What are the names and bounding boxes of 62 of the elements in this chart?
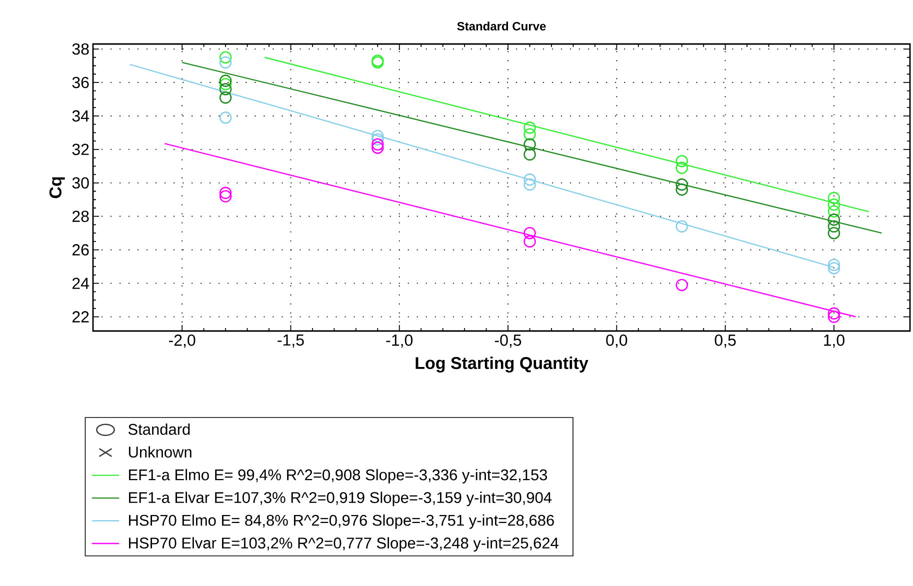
y-tick-label: 24 <box>72 278 89 289</box>
point <box>219 186 232 200</box>
point <box>524 235 536 248</box>
legend-label: EF1-a Elvar E=107,3% R^2=0,919 Slope=-3,159 y-int=30,904 <box>129 492 552 506</box>
y-tick-label: 30 <box>72 177 89 189</box>
point <box>676 162 688 174</box>
point <box>676 183 688 196</box>
x-tick-label: 0,0 <box>606 334 628 348</box>
point <box>372 142 384 154</box>
point <box>676 178 688 191</box>
point <box>676 220 688 233</box>
x-axis-title: Log Starting Quantity <box>416 356 588 373</box>
point <box>828 258 840 272</box>
x-tick-label: 0,5 <box>714 334 736 348</box>
y-tick-label: 26 <box>72 244 89 256</box>
point <box>828 198 840 211</box>
point <box>676 278 688 292</box>
point <box>372 138 384 151</box>
y-tick-label: 38 <box>72 43 89 55</box>
point <box>524 128 536 141</box>
point <box>219 51 232 64</box>
legend-label: HSP70 Elmo E= 84,8% R^2=0,976 Slope=-3,751 y-int=28,686 <box>129 514 554 529</box>
x-tick-label: 1,0 <box>824 334 844 348</box>
point <box>828 226 840 240</box>
point <box>219 74 232 87</box>
point <box>828 262 840 274</box>
legend-label: Unknown <box>128 446 192 458</box>
point <box>828 310 840 323</box>
point <box>219 83 232 96</box>
point <box>219 56 232 69</box>
point <box>524 173 536 186</box>
point <box>524 226 536 240</box>
x-tick-label: -1,0 <box>386 334 413 348</box>
point <box>828 192 840 204</box>
point <box>219 78 232 90</box>
point <box>372 133 384 146</box>
y-tick-label: 36 <box>72 76 89 88</box>
point <box>524 148 536 161</box>
legend-label: Standard <box>128 423 190 435</box>
point <box>524 138 536 151</box>
point <box>524 122 536 134</box>
point <box>828 307 840 320</box>
y-tick-label: 34 <box>72 110 89 122</box>
x-tick-label: -0,5 <box>494 334 522 348</box>
point <box>828 214 840 226</box>
legend-label: EF1-a Elmo E= 99,4% R^2=0,908 Slope=-3,336 y-int=32,153 <box>129 468 548 484</box>
y-tick-label: 28 <box>72 210 89 222</box>
point <box>372 130 384 142</box>
y-tick-label: 22 <box>72 311 89 322</box>
point <box>219 111 232 124</box>
point <box>219 190 232 202</box>
point <box>676 154 688 168</box>
point <box>828 220 840 233</box>
y-axis-title: Cq <box>49 177 65 198</box>
legend-label: HSP70 Elvar E=103,2% R^2=0,777 Slope=-3,248 y-int=25,624 <box>129 537 558 552</box>
chart-title: Standard Curve <box>457 22 546 30</box>
point <box>828 205 840 218</box>
point <box>219 91 232 104</box>
point <box>524 178 536 191</box>
x-tick-label: -1,5 <box>278 334 304 348</box>
y-tick-label: 32 <box>72 144 89 156</box>
x-tick-label: -2,0 <box>169 334 196 348</box>
